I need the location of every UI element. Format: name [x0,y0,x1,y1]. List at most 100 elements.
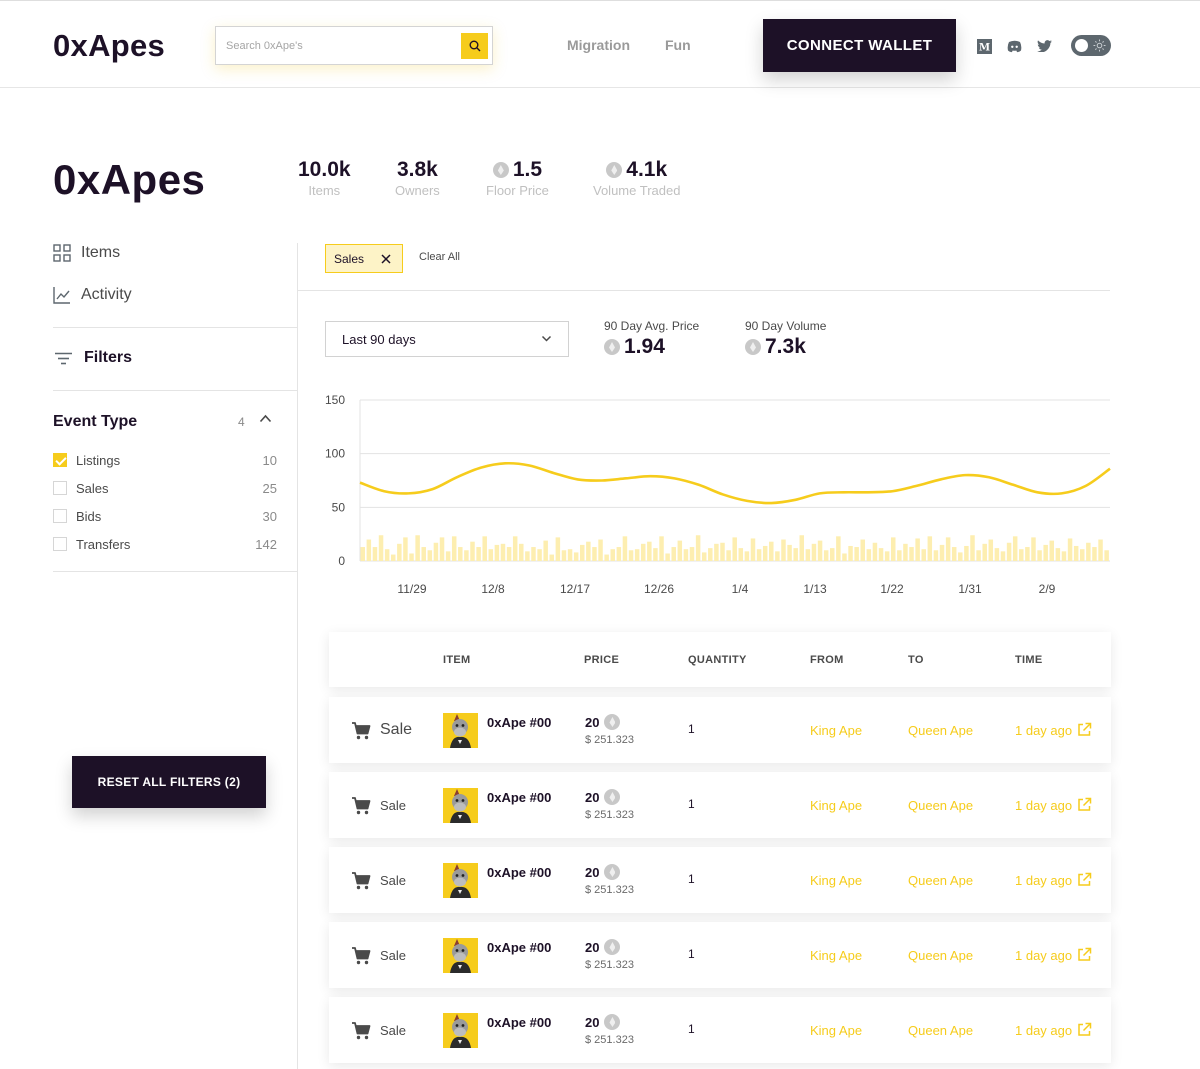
volume-bar [976,550,981,561]
volume-bar [903,543,908,561]
cart-icon [352,947,371,965]
volume-bar [616,547,622,561]
table-row[interactable]: Sale 0xApe #00 20 $ 251.323 1 King Ape Queen A… [329,772,1111,838]
volume-bar [781,539,786,561]
time-link[interactable]: 1 day ago [1015,723,1073,738]
connect-wallet-button[interactable]: CONNECT WALLET [763,19,956,72]
to-link[interactable]: Queen Ape [908,948,974,963]
filter-sales[interactable]: Sales 25 [53,479,277,497]
table-row[interactable]: Sale 0xApe #00 20 $ 251.323 1 King Ape Queen A… [329,697,1111,763]
theme-toggle[interactable] [1071,35,1111,56]
table-row[interactable]: Sale 0xApe #00 20 $ 251.323 1 King Ape Queen A… [329,922,1111,988]
from-link[interactable]: King Ape [810,798,863,813]
active-filter-chip[interactable]: Sales [325,244,403,273]
volume-bar [415,535,420,561]
quantity: 1 [688,1022,695,1036]
chevron-up-icon[interactable] [259,414,272,423]
discord-icon[interactable] [1006,38,1022,54]
ape-thumbnail[interactable] [443,863,478,898]
external-link-icon[interactable] [1077,797,1092,812]
sidebar-item-activity[interactable]: Activity [53,286,132,304]
volume-bar [573,552,579,561]
eth-icon [604,864,621,880]
stat-value: 1.5 [512,158,543,181]
x-tick-label: 1/4 [732,582,749,596]
sidebar-divider [297,243,298,1069]
filters-header[interactable]: Filters [55,349,132,367]
item-name[interactable]: 0xApe #00 [487,865,552,880]
twitter-icon[interactable] [1036,38,1052,54]
column-header-time[interactable]: TIME [1015,654,1043,666]
time-link[interactable]: 1 day ago [1015,1023,1073,1038]
checkbox[interactable] [53,453,67,467]
external-link-icon[interactable] [1077,947,1092,962]
from-link[interactable]: King Ape [810,948,863,963]
to-link[interactable]: Queen Ape [908,1023,974,1038]
activity-chart-icon [53,287,70,304]
logo[interactable]: 0xApes [53,28,166,63]
to-link[interactable]: Queen Ape [908,873,974,888]
column-header-quantity[interactable]: QUANTITY [688,654,747,666]
item-name[interactable]: 0xApe #00 [487,715,552,730]
stat-label: Items [308,183,341,198]
table-header: ITEM PRICE QUANTITY FROM TO TIME [329,632,1111,687]
from-link[interactable]: King Ape [810,723,863,738]
medium-icon[interactable]: M [976,38,992,54]
to-link[interactable]: Queen Ape [908,798,974,813]
volume-bar [1061,551,1067,561]
volume-bar [537,549,542,561]
column-header-to[interactable]: TO [908,654,924,666]
filter-transfers[interactable]: Transfers 142 [53,535,277,553]
clear-all-link[interactable]: Clear All [419,251,460,263]
item-name[interactable]: 0xApe #00 [487,940,552,955]
search-button[interactable] [461,33,488,59]
nav-fun[interactable]: Fun [665,37,691,53]
volume-bar [970,535,975,561]
price-value: 20 [585,864,600,880]
volume-bar [634,549,640,561]
time-link[interactable]: 1 day ago [1015,948,1073,963]
column-header-price[interactable]: PRICE [584,654,620,666]
filter-listings[interactable]: Listings 10 [53,451,277,469]
checkbox[interactable] [53,481,67,495]
price-usd: $ 251.323 [585,734,634,746]
quantity: 1 [688,797,695,811]
volume-bar [464,550,469,561]
external-link-icon[interactable] [1077,1022,1092,1037]
search-input[interactable] [226,38,456,54]
volume-bar [598,539,603,561]
table-row[interactable]: Sale 0xApe #00 20 $ 251.323 1 King Ape Queen A… [329,997,1111,1063]
ape-thumbnail[interactable] [443,1013,478,1048]
filter-bids[interactable]: Bids 30 [53,507,277,525]
x-tick-label: 1/13 [803,582,827,596]
time-link[interactable]: 1 day ago [1015,798,1073,813]
column-header-from[interactable]: FROM [810,654,844,666]
checkbox[interactable] [53,537,67,551]
external-link-icon[interactable] [1077,872,1092,887]
item-name[interactable]: 0xApe #00 [487,790,552,805]
volume-bar [701,552,707,561]
date-range-select[interactable]: Last 90 days [325,321,569,357]
table-row[interactable]: Sale 0xApe #00 20 $ 251.323 1 King Ape Queen A… [329,847,1111,913]
sidebar-item-items[interactable]: Items [53,244,120,262]
column-header-item[interactable]: ITEM [443,654,471,666]
eth-icon [745,339,761,355]
to-link[interactable]: Queen Ape [908,723,974,738]
checkbox[interactable] [53,509,67,523]
nav-migration[interactable]: Migration [567,37,630,53]
volume-bar [683,549,689,561]
from-link[interactable]: King Ape [810,1023,863,1038]
ape-thumbnail[interactable] [443,788,478,823]
time-link[interactable]: 1 day ago [1015,873,1073,888]
reset-filters-button[interactable]: RESET ALL FILTERS (2) [72,756,266,808]
ape-thumbnail[interactable] [443,713,478,748]
price-usd: $ 251.323 [585,1034,634,1046]
grid-icon [53,244,71,262]
volume-bar [878,548,884,561]
ape-thumbnail[interactable] [443,938,478,973]
item-name[interactable]: 0xApe #00 [487,1015,552,1030]
external-link-icon[interactable] [1077,722,1092,737]
volume-bar [610,549,615,561]
from-link[interactable]: King Ape [810,873,863,888]
close-icon[interactable] [381,253,391,264]
